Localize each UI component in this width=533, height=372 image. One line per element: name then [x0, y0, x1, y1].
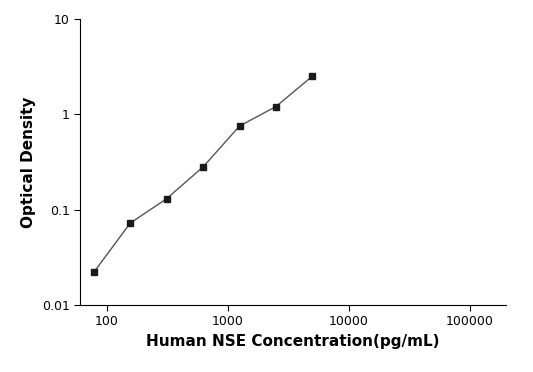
- Y-axis label: Optical Density: Optical Density: [21, 96, 36, 228]
- X-axis label: Human NSE Concentration(pg/mL): Human NSE Concentration(pg/mL): [147, 334, 440, 349]
